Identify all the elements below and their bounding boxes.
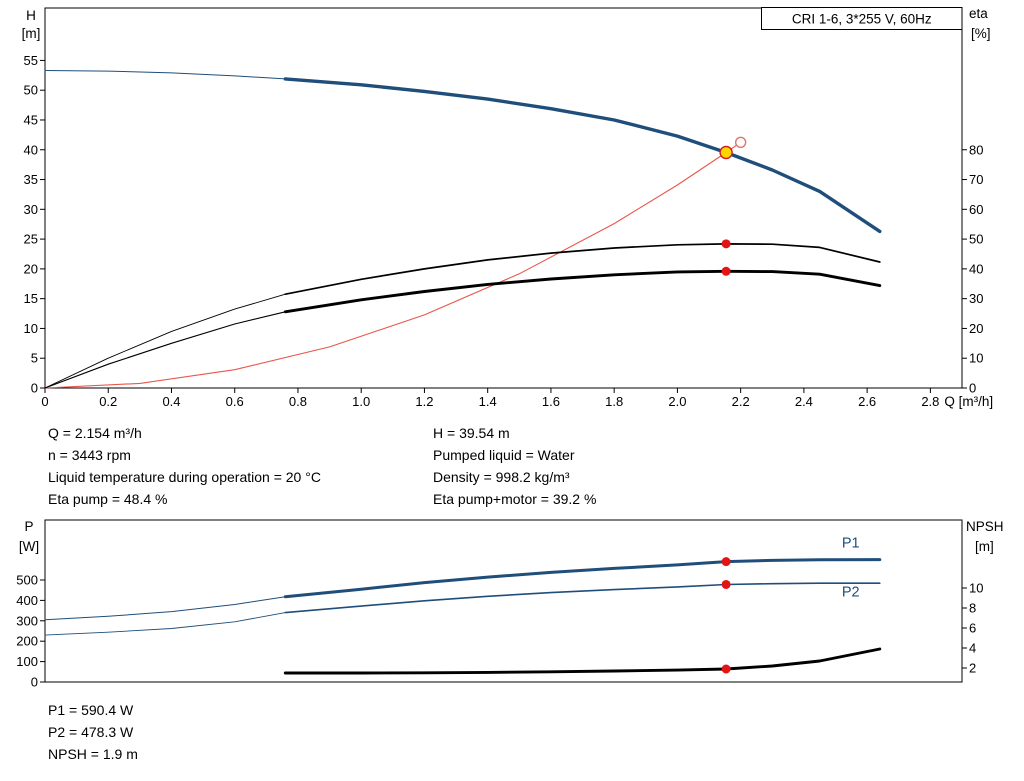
right-axis-tick-label: 2 xyxy=(969,661,976,676)
right-axis-tick-label: 40 xyxy=(969,261,983,276)
eta-pump-duty-marker[interactable] xyxy=(721,239,731,249)
power-info: P1 = 590.4 W P2 = 478.3 W NPSH = 1.9 m xyxy=(48,699,138,765)
left-axis-tick-label: 100 xyxy=(16,654,38,669)
p2-curve[interactable] xyxy=(284,582,881,614)
x-axis-tick-label: 2.8 xyxy=(921,394,939,409)
density-text: Density = 998.2 kg/m³ xyxy=(433,469,570,485)
x-axis-unit-label: Q [m³/h] xyxy=(944,394,993,409)
x-axis-tick-label: 1.8 xyxy=(605,394,623,409)
p2-curve-lead[interactable] xyxy=(44,612,286,636)
left-axis-tick-label: 0 xyxy=(31,381,38,396)
left-axis-tick-label: 5 xyxy=(31,351,38,366)
plot-frame xyxy=(44,519,963,683)
p1-label: P1 xyxy=(842,535,860,551)
left-axis-tick-label: 40 xyxy=(24,142,38,157)
left-axis-tick-label: 35 xyxy=(24,172,38,187)
right-axis-tick-label: 6 xyxy=(969,621,976,636)
right-axis-tick-label: 70 xyxy=(969,172,983,187)
right-axis-tick-label: 30 xyxy=(969,291,983,306)
x-axis-tick-label: 2.6 xyxy=(858,394,876,409)
left-axis-tick-label: 50 xyxy=(24,83,38,98)
duty-point-marker[interactable] xyxy=(719,145,733,160)
eta-pump-text: Eta pump = 48.4 % xyxy=(48,491,168,507)
x-axis-tick-label: 1.0 xyxy=(352,394,370,409)
qh-eta-chart[interactable]: 0 5 10 15 20 25 30 35 40 45 50 55 0 10 20 30 40 50 60 70 80 0… xyxy=(0,0,1024,415)
duty-flow-text: Q = 2.154 m³/h xyxy=(48,425,142,441)
p2-label: P2 xyxy=(842,584,860,600)
left-axis-tick-label: 55 xyxy=(24,53,38,68)
left-axis-tick-label: 15 xyxy=(24,291,38,306)
right-axis-unit-label: [%] xyxy=(971,26,991,41)
left-axis-unit-label: [W] xyxy=(19,539,39,554)
right-axis-tick-label: 10 xyxy=(969,351,983,366)
x-axis-tick-label: 2.4 xyxy=(795,394,813,409)
eta-pump-curve-lead[interactable] xyxy=(44,293,286,389)
right-axis-tick-label: 10 xyxy=(969,581,983,596)
right-axis-tick-label: 4 xyxy=(969,641,976,656)
right-axis-tick-label: 0 xyxy=(969,381,976,396)
speed-text: n = 3443 rpm xyxy=(48,447,131,463)
pump-model-title: CRI 1-6, 3*255 V, 60Hz xyxy=(792,12,932,27)
right-axis-tick-label: 60 xyxy=(969,202,983,217)
plot-frame xyxy=(44,7,963,389)
npsh-text: NPSH = 1.9 m xyxy=(48,746,138,762)
left-axis-tick-label: 45 xyxy=(24,112,38,127)
eta-pump-motor-curve[interactable] xyxy=(283,269,882,314)
left-axis-tick-label: 200 xyxy=(16,634,38,649)
right-axis-tick-label: 8 xyxy=(969,601,976,616)
eta-pump-motor-curve-lead[interactable] xyxy=(44,311,286,389)
duty-info-right: H = 39.54 m Pumped liquid = Water Densit… xyxy=(433,422,596,510)
eta-pump-curve[interactable] xyxy=(284,243,881,296)
x-axis-tick-label: 0.2 xyxy=(99,394,117,409)
p2-text: P2 = 478.3 W xyxy=(48,724,134,740)
system-curve[interactable] xyxy=(44,141,742,389)
right-axis-unit-label: [m] xyxy=(975,539,994,554)
title-box xyxy=(761,7,963,30)
eta-pump-motor-duty-marker[interactable] xyxy=(721,266,731,276)
left-axis-tick-label: 25 xyxy=(24,232,38,247)
duty-head-text: H = 39.54 m xyxy=(433,425,510,441)
right-axis-unit-label: NPSH xyxy=(966,519,1004,534)
x-axis-tick-label: 0.4 xyxy=(162,394,180,409)
left-axis-tick-label: 0 xyxy=(31,675,38,690)
left-axis-tick-label: 10 xyxy=(24,321,38,336)
x-axis-tick-label: 0.8 xyxy=(289,394,307,409)
x-axis-tick-label: 0 xyxy=(41,394,48,409)
p1-curve[interactable] xyxy=(283,558,882,599)
x-axis-tick-label: 1.6 xyxy=(542,394,560,409)
right-axis-tick-label: 80 xyxy=(969,142,983,157)
liquid-temp-text: Liquid temperature during operation = 20… xyxy=(48,469,321,485)
left-axis-tick-label: 300 xyxy=(16,613,38,628)
left-axis-tick-label: 30 xyxy=(24,202,38,217)
x-axis-tick-label: 0.6 xyxy=(226,394,244,409)
power-npsh-chart[interactable]: 0 100 200 300 400 500 2 4 6 8 10 P [W] NPSH [m] P1 P2 xyxy=(0,510,1024,695)
npsh-duty-marker[interactable] xyxy=(721,664,731,674)
left-axis-tick-label: 20 xyxy=(24,261,38,276)
requested-duty-marker[interactable] xyxy=(734,136,747,149)
eta-pump-motor-text: Eta pump+motor = 39.2 % xyxy=(433,491,597,507)
npsh-curve[interactable] xyxy=(283,647,882,675)
x-axis-tick-label: 1.4 xyxy=(479,394,497,409)
x-axis-tick-label: 1.2 xyxy=(415,394,433,409)
pumped-liquid-text: Pumped liquid = Water xyxy=(433,447,575,463)
qh-curve-lead[interactable] xyxy=(44,70,286,80)
p1-text: P1 = 590.4 W xyxy=(48,702,134,718)
x-axis-tick-label: 2.0 xyxy=(668,394,686,409)
p1-duty-marker[interactable] xyxy=(721,557,731,567)
right-axis-tick-label: 50 xyxy=(969,232,983,247)
qh-curve[interactable] xyxy=(283,77,882,234)
right-axis-unit-label: eta xyxy=(969,6,988,21)
left-axis-unit-label: [m] xyxy=(22,26,41,41)
left-axis-tick-label: 500 xyxy=(16,572,38,587)
left-axis-unit-label: H xyxy=(26,8,36,23)
p1-curve-lead[interactable] xyxy=(44,596,286,621)
right-axis-tick-label: 20 xyxy=(969,321,983,336)
left-axis-tick-label: 400 xyxy=(16,593,38,608)
x-axis-tick-label: 2.2 xyxy=(732,394,750,409)
p2-duty-marker[interactable] xyxy=(721,579,731,589)
left-axis-unit-label: P xyxy=(24,519,33,534)
duty-info-left: Q = 2.154 m³/h n = 3443 rpm Liquid tempe… xyxy=(48,422,321,510)
